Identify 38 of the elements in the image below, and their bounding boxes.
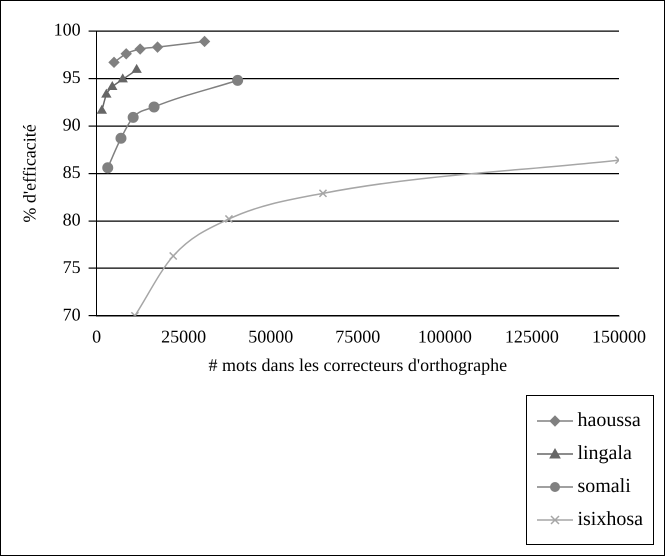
x-tick-label: 100000 [418,326,472,346]
y-tick-label: 70 [62,304,81,325]
point [118,74,128,82]
y-tick-label: 80 [62,210,81,230]
point [96,105,107,114]
point [199,36,210,47]
point [134,44,146,55]
point [232,74,244,86]
point [148,101,160,112]
x-tick-label: 75000 [335,326,380,346]
y-tick-label: 95 [62,67,81,88]
legend-label: lingala [577,442,632,465]
point [152,42,164,53]
legend-label: haoussa [577,409,641,432]
point [132,64,142,73]
point [224,214,234,224]
point [102,162,114,174]
x-tick-label: 0 [92,326,102,346]
y-axis-title: % d'efficacité [20,124,40,223]
point [102,89,112,98]
point [108,56,120,68]
point [128,112,139,123]
x-axis-title: # mots dans les correcteurs d'orthographe [208,354,508,375]
y-tick-label: 90 [62,114,81,135]
point [318,189,328,198]
point [120,48,132,60]
point [115,132,126,144]
y-tick-label: 85 [62,162,81,182]
x-tick-label: 150000 [592,326,646,346]
x-tick-label: 50000 [248,326,294,346]
point [107,82,118,90]
y-tick-label: 100 [54,20,81,40]
x-tick-label: 25000 [161,326,206,346]
legend-label: somali [577,475,631,498]
legend-label: isixhosa [577,508,643,531]
point [168,252,178,260]
x-tick-label: 125000 [504,326,559,346]
y-tick-label: 75 [62,257,81,278]
